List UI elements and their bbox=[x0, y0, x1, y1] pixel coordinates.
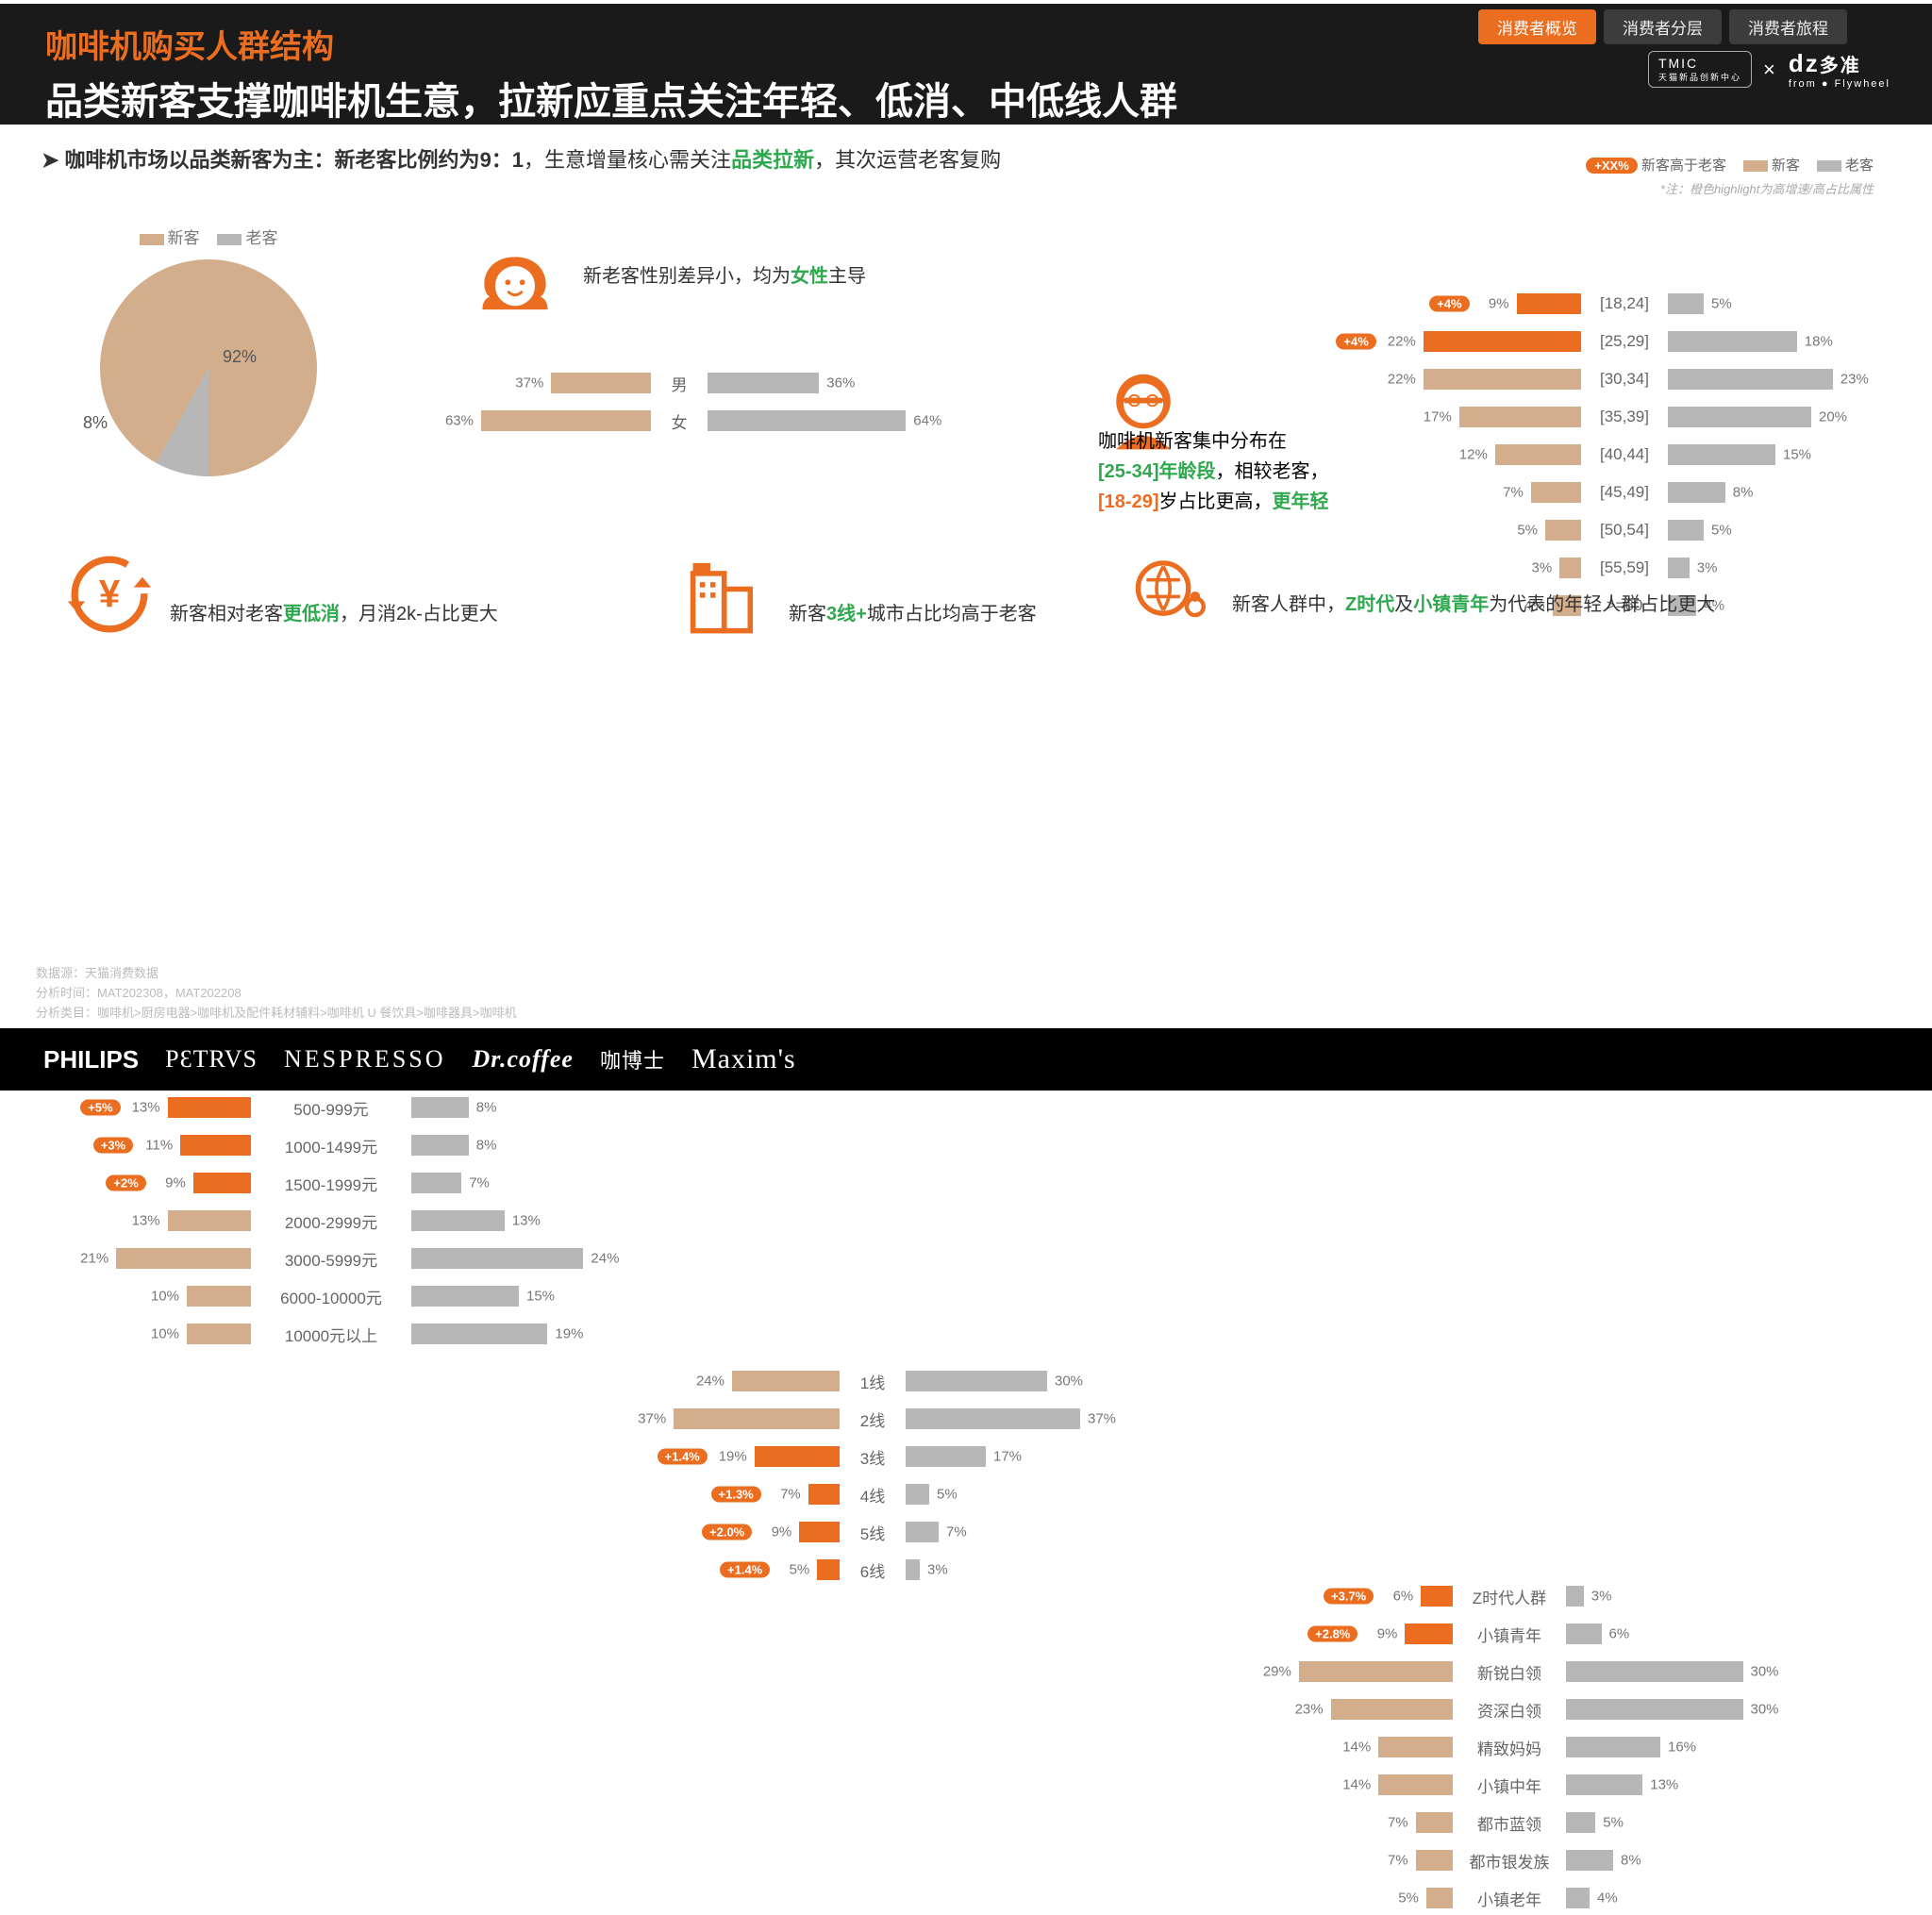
chart-row: 5%[50,54]5% bbox=[1402, 513, 1932, 547]
city-icon bbox=[677, 551, 764, 638]
title-line2: 品类新客支撑咖啡机生意，拉新应重点关注年轻、低消、中低线人群 bbox=[45, 71, 1177, 125]
chart-row: 9%+2%1500-1999元7% bbox=[91, 1166, 1932, 1200]
chart-row: 22%+4%[25,29]18% bbox=[1402, 325, 1932, 358]
page-title: 咖啡机购买人群结构 品类新客支撑咖啡机生意，拉新应重点关注年轻、低消、中低线人群 bbox=[45, 21, 1177, 125]
chart-row: 37%2线37% bbox=[660, 1402, 1932, 1436]
footer-brands: PHILIPS PƐTRVS NESPRESSO Dr.coffee 咖博士 M… bbox=[0, 1028, 1932, 1091]
chart-legend: +XX% 新客高于老客 新客 老客 bbox=[1586, 155, 1874, 175]
persona-title: 新客人群中，Z时代及小镇青年为代表的年轻人群占比更大 bbox=[1232, 589, 1715, 616]
city-title: 新客3线+城市占比均高于老客 bbox=[789, 598, 1037, 625]
header-tabs: 消费者概览 消费者分层 消费者旅程 bbox=[1478, 9, 1847, 44]
chart-row: 24%1线30% bbox=[660, 1364, 1932, 1398]
chart-row: 17%[35,39]20% bbox=[1402, 400, 1932, 434]
age-chart: 9%+4%[18,24]5% 22%+4%[25,29]18% 22%[30,34]… bbox=[1402, 287, 1932, 623]
tab-segment[interactable]: 消费者分层 bbox=[1604, 9, 1722, 44]
chart-row: 12%[40,44]15% bbox=[1402, 438, 1932, 472]
spend-icon: ¥ bbox=[66, 551, 153, 638]
chart-row: 9%+2.0%5线7% bbox=[660, 1515, 1932, 1549]
gender-title: 新老客性别差异小，均为女性主导 bbox=[583, 260, 866, 288]
tab-journey[interactable]: 消费者旅程 bbox=[1729, 9, 1847, 44]
chart-row: 11%+3%1000-1499元8% bbox=[91, 1128, 1932, 1162]
pie-label-old: 8% bbox=[83, 413, 108, 433]
title-line1: 咖啡机购买人群结构 bbox=[45, 21, 1177, 67]
persona-icon bbox=[1128, 555, 1215, 630]
chart-row: 22%[30,34]23% bbox=[1402, 362, 1932, 396]
brand-logos: TMIC天猫新品创新中心 × dz多准 from ● Flywheel bbox=[1648, 49, 1890, 90]
dz-logo: dz多准 from ● Flywheel bbox=[1789, 49, 1890, 90]
city-chart: 24%1线30% 37%2线37% 19%+1.4%3线17%7%+1.3%4线5%… bbox=[660, 1364, 1932, 1587]
chart-row: 23%资深白领30% bbox=[1283, 1692, 1932, 1726]
chart-row: 9%+4%[18,24]5% bbox=[1402, 287, 1932, 321]
footnotes: 数据源：天猫消费数据 分析时间：MAT202308，MAT202208 分析类目… bbox=[36, 964, 517, 1023]
spend-chart: 13%+7%0-499元6%13%+5%500-999元8%11%+3%1000… bbox=[91, 1053, 1932, 1351]
pie-label-new: 92% bbox=[223, 347, 257, 367]
persona-chart: 6%+3.7%Z时代人群3% 9%+2.8%小镇青年6% 29%新锐白领30%23%… bbox=[1283, 1579, 1932, 1915]
chart-row: 6%+3.7%Z时代人群3% bbox=[1283, 1579, 1932, 1613]
tmic-logo: TMIC天猫新品创新中心 bbox=[1648, 51, 1752, 88]
tab-overview[interactable]: 消费者概览 bbox=[1478, 9, 1596, 44]
chart-row: 13%2000-2999元13% bbox=[91, 1204, 1932, 1238]
gender-icon bbox=[470, 238, 560, 340]
chart-row: 29%新锐白领30% bbox=[1283, 1655, 1932, 1689]
chart-row: 19%+1.4%3线17% bbox=[660, 1440, 1932, 1474]
chart-row: 7%都市银发族8% bbox=[1283, 1843, 1932, 1877]
chart-row: 21%3000-5999元24% bbox=[91, 1241, 1932, 1275]
chart-row: 7%+1.3%4线5% bbox=[660, 1477, 1932, 1511]
chart-row: 9%+2.8%小镇青年6% bbox=[1283, 1617, 1932, 1651]
age-text: 咖啡机新客集中分布在 [25-34]年龄段，相较老客， [18-29]岁占比更高… bbox=[1098, 426, 1381, 517]
chart-row: 3%[55,59]3% bbox=[1402, 551, 1932, 585]
chart-row: 7%[45,49]8% bbox=[1402, 475, 1932, 509]
chart-row: 10%10000元以上19% bbox=[91, 1317, 1932, 1351]
legend-note: *注：橙色highlight为高增速/高占比属性 bbox=[1660, 179, 1874, 197]
logo-cross: × bbox=[1763, 58, 1777, 82]
chart-row: 14%小镇中年13% bbox=[1283, 1768, 1932, 1802]
chart-row: 7%都市蓝领5% bbox=[1283, 1806, 1932, 1840]
chart-row: 5%小镇老年4% bbox=[1283, 1881, 1932, 1915]
spend-title: 新客相对老客更低消，月消2k-占比更大 bbox=[170, 598, 498, 625]
chart-row: 10%6000-10000元15% bbox=[91, 1279, 1932, 1313]
chart-row: 14%精致妈妈16% bbox=[1283, 1730, 1932, 1764]
chart-row: 13%+5%500-999元8% bbox=[91, 1091, 1932, 1124]
svg-text:¥: ¥ bbox=[99, 572, 121, 615]
pie-chart: 新客 老客 92% 8% bbox=[100, 225, 317, 476]
